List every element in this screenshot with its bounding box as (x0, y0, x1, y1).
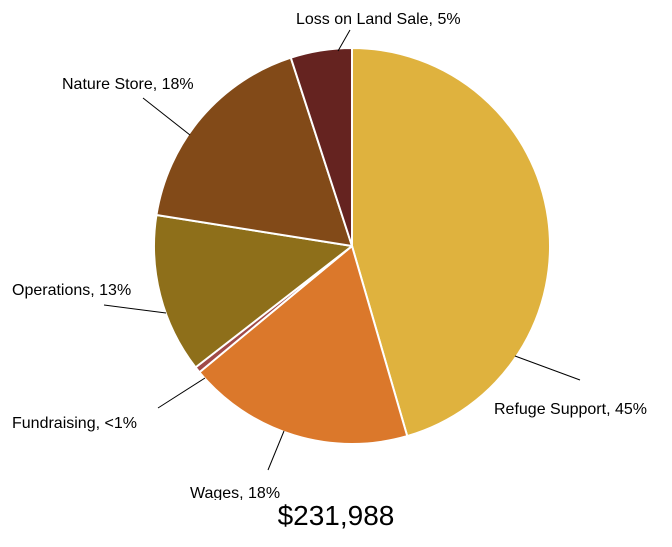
slice-label-nature-store: Nature Store, 18% (62, 76, 194, 93)
pie-slices (153, 47, 552, 445)
slice-label-loss-on-land-sale: Loss on Land Sale, 5% (296, 11, 461, 28)
pie-slice-refuge-support (351, 47, 552, 438)
slice-label-operations: Operations, 13% (12, 282, 131, 299)
pie-slice-loss-on-land-sale (289, 47, 353, 247)
pie-chart: Refuge Support, 45% Wages, 18% Fundraising… (12, 11, 647, 500)
leader-lines (103, 29, 581, 471)
slice-label-fundraising: Fundraising, <1% (12, 415, 137, 432)
pie-slice-operations (153, 214, 353, 369)
slice-label-refuge-support: Refuge Support, 45% (494, 401, 647, 418)
leader-line-nature-store (142, 97, 191, 136)
slice-label-wages: Wages, 18% (190, 485, 280, 500)
leader-line-refuge-support (514, 355, 581, 381)
pie-slice-nature-store (155, 56, 353, 247)
leader-line-wages (267, 430, 285, 471)
leader-line-operations (103, 304, 167, 314)
total-amount-label: $231,988 (277, 500, 395, 531)
leader-line-loss-on-land-sale (337, 29, 351, 52)
leader-line-fundraising (157, 377, 206, 409)
pie-slice-wages (198, 245, 409, 445)
slice-labels: Refuge Support, 45% Wages, 18% Fundraising… (12, 11, 647, 500)
